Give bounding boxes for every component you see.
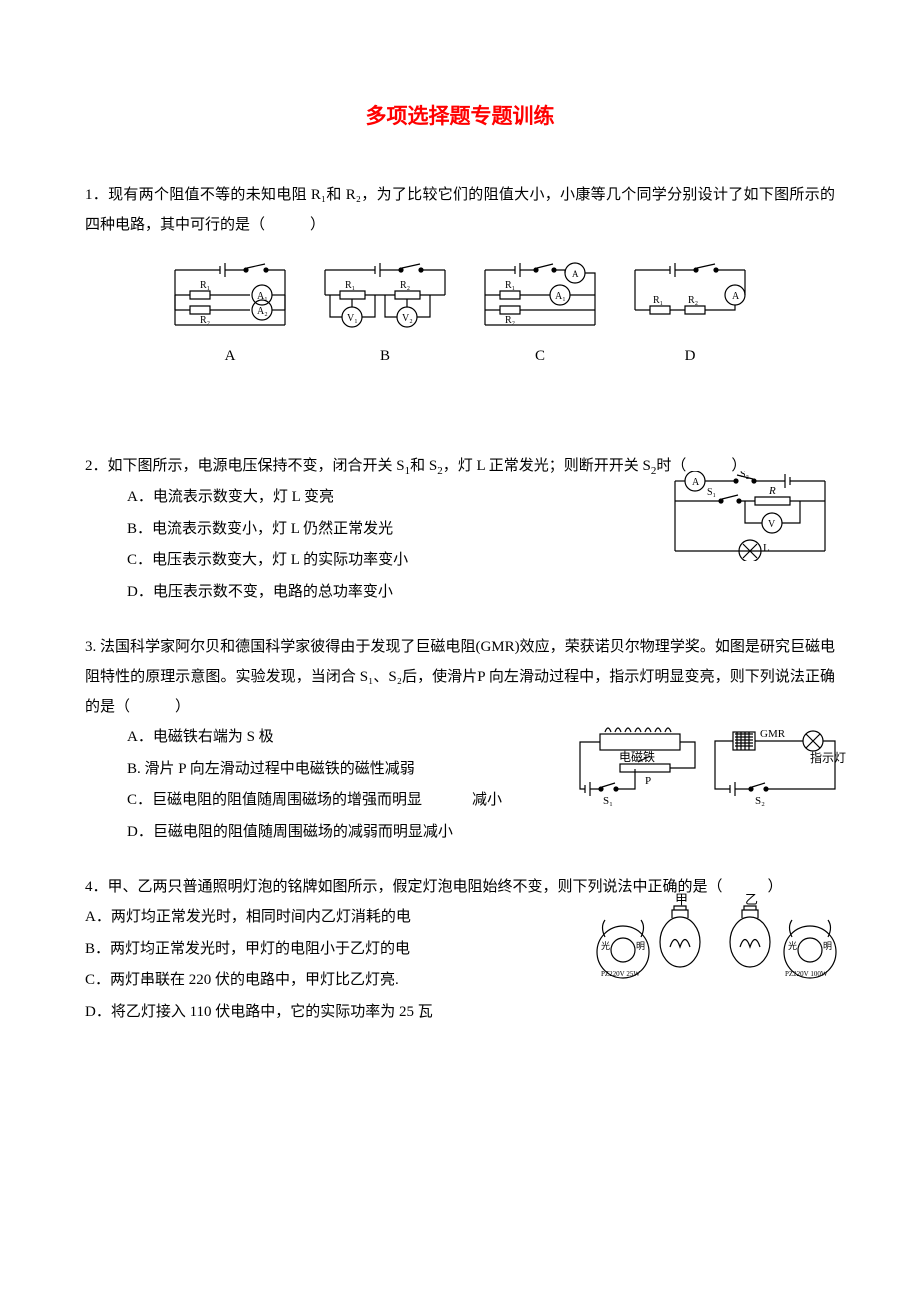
svg-text:PZ220V 25W: PZ220V 25W <box>601 970 640 978</box>
q2-svg: A S₁ S₂ R V L <box>665 471 835 561</box>
svg-text:P: P <box>645 775 651 787</box>
svg-text:R₁: R₁ <box>505 280 515 291</box>
circuit-a: R₁ R₂ A₁ A₂ A <box>165 255 295 371</box>
svg-text:甲: 甲 <box>675 892 688 907</box>
svg-text:乙: 乙 <box>745 892 758 907</box>
q2-optD: D．电压表示数不变，电路的总功率变小 <box>85 577 835 609</box>
question-2: 2．如下图所示，电源电压保持不变，闭合开关 S1和 S2，灯 L 正常发光；则断… <box>85 451 835 608</box>
svg-text:A: A <box>572 269 579 279</box>
q2-diagram: A S₁ S₂ R V L <box>665 471 835 572</box>
svg-text:R₂: R₂ <box>505 315 515 326</box>
svg-text:S₁: S₁ <box>707 487 716 498</box>
q3-svg: 电磁铁 GMR 指示灯 P S₁ S₂ <box>565 714 855 809</box>
svg-text:R₁: R₁ <box>200 280 210 291</box>
svg-text:指示灯: 指示灯 <box>810 750 846 765</box>
question-3: 3. 法国科学家阿尔贝和德国科学家彼得由于发现了巨磁电阻(GMR)效应，荣获诺贝… <box>85 632 835 848</box>
q3-diagram: 电磁铁 GMR 指示灯 P S₁ S₂ <box>565 714 855 820</box>
circuit-c-svg: A R₁ R₂ A₁ <box>475 255 605 335</box>
question-1: 1．现有两个阻值不等的未知电阻 R₁和 R₂，为了比较它们的阻值大小，小康等几个… <box>85 180 835 371</box>
circuit-d-label: D <box>625 341 755 371</box>
svg-text:V₁: V₁ <box>347 313 358 324</box>
q3-optD: D．巨磁电阻的阻值随周围磁场的减弱而明显减小 <box>85 817 835 849</box>
q1-text: 1．现有两个阻值不等的未知电阻 R₁和 R₂，为了比较它们的阻值大小，小康等几个… <box>85 180 835 240</box>
svg-text:S₂: S₂ <box>740 471 749 480</box>
svg-text:L: L <box>763 542 770 554</box>
svg-text:V: V <box>768 519 776 530</box>
circuit-d: A R₁ R₂ D <box>625 255 755 371</box>
svg-text:明: 明 <box>823 941 832 951</box>
question-4: 4．甲、乙两只普通照明灯泡的铭牌如图所示，假定灯泡电阻始终不变，则下列说法中正确… <box>85 872 835 1028</box>
svg-text:R₂: R₂ <box>688 295 698 306</box>
svg-text:电磁铁: 电磁铁 <box>619 749 655 764</box>
svg-text:R₁: R₁ <box>653 295 663 306</box>
svg-text:R: R <box>768 485 776 497</box>
svg-text:A: A <box>692 477 700 488</box>
svg-text:光: 光 <box>601 940 610 951</box>
q4-diagram: 甲 乙 光 明 光 明 PZ220V 25W PZ220V 100W <box>585 892 855 1003</box>
circuit-b: R₁ R₂ V₁ V₂ B <box>315 255 455 371</box>
svg-text:S₂: S₂ <box>755 795 765 807</box>
circuit-b-svg: R₁ R₂ V₁ V₂ <box>315 255 455 335</box>
svg-text:A₂: A₂ <box>257 306 268 317</box>
circuit-b-label: B <box>315 341 455 371</box>
q2-t1: 2．如下图所示，电源电压保持不变，闭合开关 S <box>85 458 405 474</box>
svg-text:A₁: A₁ <box>257 291 268 302</box>
svg-text:A₁: A₁ <box>555 291 566 302</box>
q3-optC-p2: 减小 <box>472 792 502 808</box>
svg-text:V₂: V₂ <box>402 313 413 324</box>
circuit-a-label: A <box>165 341 295 371</box>
svg-text:R₂: R₂ <box>400 280 410 291</box>
q4-svg: 甲 乙 光 明 光 明 PZ220V 25W PZ220V 100W <box>585 892 855 992</box>
svg-text:S₁: S₁ <box>603 795 613 807</box>
circuit-a-svg: R₁ R₂ A₁ A₂ <box>165 255 295 335</box>
q3-text: 3. 法国科学家阿尔贝和德国科学家彼得由于发现了巨磁电阻(GMR)效应，荣获诺贝… <box>85 632 835 722</box>
page-title: 多项选择题专题训练 <box>85 100 835 130</box>
q2-t2: 和 S <box>410 458 437 474</box>
svg-text:光: 光 <box>788 940 797 951</box>
svg-text:R₂: R₂ <box>200 315 210 326</box>
svg-text:R₁: R₁ <box>345 280 355 291</box>
svg-text:PZ220V 100W: PZ220V 100W <box>785 970 828 978</box>
svg-text:A: A <box>732 291 740 302</box>
circuit-c: A R₁ R₂ A₁ C <box>475 255 605 371</box>
circuit-c-label: C <box>475 341 605 371</box>
circuit-d-svg: A R₁ R₂ <box>625 255 755 335</box>
q3-optC-p1: C．巨磁电阻的阻值随周围磁场的增强而明显 <box>127 792 422 808</box>
svg-text:明: 明 <box>636 941 645 951</box>
q1-diagrams: R₁ R₂ A₁ A₂ A R₁ R₂ V <box>85 255 835 371</box>
q2-t3: ，灯 L 正常发光；则断开开关 S <box>443 458 651 474</box>
svg-text:GMR: GMR <box>760 728 786 740</box>
